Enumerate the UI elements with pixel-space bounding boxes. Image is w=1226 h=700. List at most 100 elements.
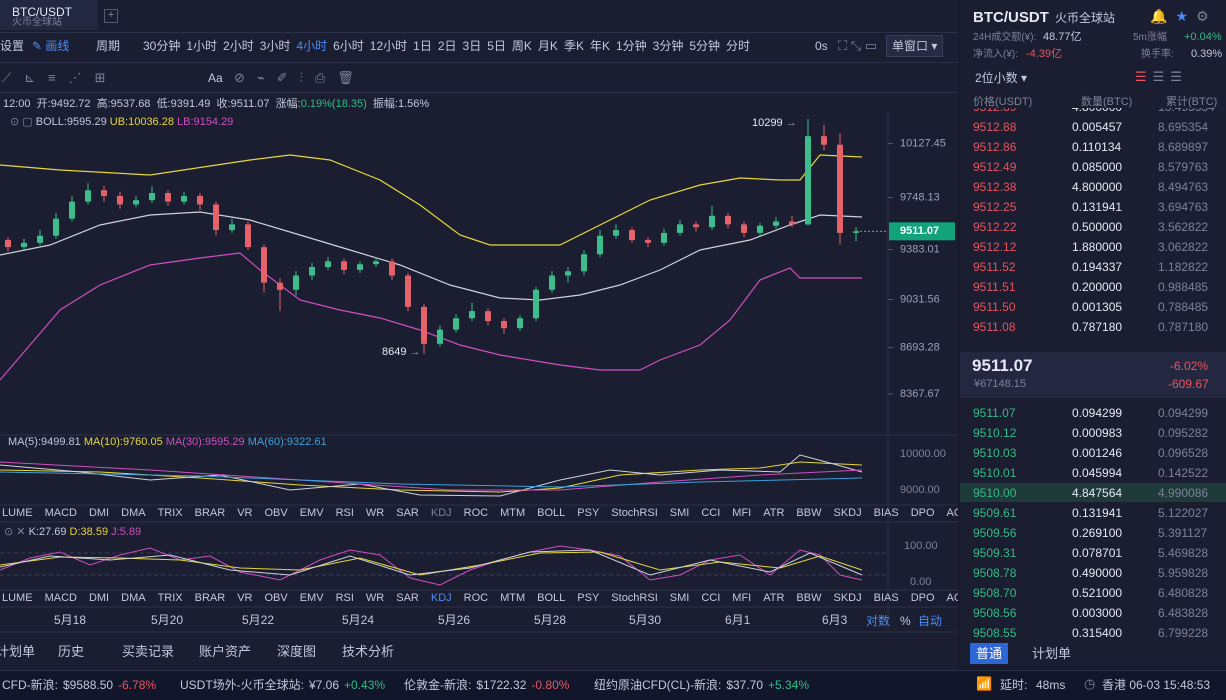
indicator-tab[interactable]: BRAR bbox=[194, 507, 226, 519]
refresh[interactable]: 0s bbox=[815, 39, 828, 53]
window-select[interactable]: 单窗口 ▾ bbox=[886, 35, 944, 57]
indicator-tab[interactable]: MACD bbox=[44, 507, 77, 519]
bottom-tab[interactable]: 账户资产 bbox=[199, 644, 252, 659]
indicator-tab[interactable]: BOLL bbox=[537, 507, 566, 519]
indicator-tab[interactable]: BIAS bbox=[873, 592, 899, 604]
add-tab[interactable]: + bbox=[104, 9, 118, 23]
indicator-tab[interactable]: DMA bbox=[121, 592, 146, 604]
indicator-tab[interactable]: DPO bbox=[910, 592, 935, 604]
indicator-tab[interactable]: MTM bbox=[500, 507, 526, 519]
indicator-tab[interactable]: PSY bbox=[577, 507, 600, 519]
indicator-tab[interactable]: OBV bbox=[264, 592, 288, 604]
period[interactable]: 分时 bbox=[726, 39, 751, 53]
indicator-tab[interactable]: ROC bbox=[463, 507, 489, 519]
bottom-tab[interactable]: 深度图 bbox=[277, 644, 317, 659]
indicator-tab[interactable]: RSI bbox=[335, 592, 354, 604]
indicator-tab[interactable]: ROC bbox=[463, 592, 489, 604]
indicator-tab[interactable]: MTM bbox=[500, 592, 526, 604]
indicator-tab[interactable]: WR bbox=[365, 507, 385, 519]
period[interactable]: 年K bbox=[589, 39, 610, 53]
indicator-tab[interactable]: ATR bbox=[763, 592, 785, 604]
indicator-tab[interactable]: KDJ bbox=[430, 592, 452, 604]
decimals[interactable]: 2位小数 ▾ bbox=[975, 71, 1028, 85]
candle-body bbox=[421, 306, 427, 344]
period[interactable]: 1小时 bbox=[186, 39, 218, 53]
draw[interactable]: ✎ 画线 bbox=[32, 39, 70, 53]
indicator-tab[interactable]: BBW bbox=[796, 507, 822, 519]
axis-pct[interactable]: % bbox=[900, 614, 911, 628]
indicator-tab[interactable]: VR bbox=[237, 507, 253, 519]
period[interactable]: 3日 bbox=[462, 39, 482, 53]
axis-auto[interactable]: 自动 bbox=[918, 614, 943, 628]
indicator-tab[interactable]: MFI bbox=[732, 507, 752, 519]
font-tool[interactable]: Aa bbox=[208, 71, 223, 85]
indicator-tab[interactable]: LUME bbox=[2, 592, 33, 604]
indicator-tab[interactable]: StochRSI bbox=[611, 592, 658, 604]
indicator-tab[interactable]: ATR bbox=[763, 507, 785, 519]
indicator-tab[interactable]: TRIX bbox=[157, 592, 183, 604]
indicator-tab[interactable]: StochRSI bbox=[611, 507, 658, 519]
period[interactable]: 1分钟 bbox=[615, 39, 647, 53]
settings[interactable]: 设置 bbox=[0, 39, 25, 53]
indicator-tab[interactable]: RSI bbox=[335, 507, 354, 519]
period[interactable]: 4小时 bbox=[296, 39, 328, 53]
indicator-tab[interactable]: SMI bbox=[669, 592, 690, 604]
period[interactable]: 月K bbox=[537, 39, 558, 53]
indicator-tab[interactable]: WR bbox=[365, 592, 385, 604]
indicator-tab[interactable]: AO bbox=[946, 592, 958, 604]
indicator-tab[interactable]: BOLL bbox=[537, 592, 566, 604]
indicator-tab[interactable]: BBW bbox=[796, 592, 822, 604]
indicator-tab[interactable]: SAR bbox=[396, 507, 419, 519]
period[interactable]: 6小时 bbox=[333, 39, 364, 53]
tool-icons[interactable]: ⟋⊾≡⋰⊞ bbox=[2, 70, 119, 85]
indicator-tab[interactable]: SMI bbox=[669, 507, 690, 519]
period[interactable]: 5日 bbox=[487, 39, 506, 53]
period[interactable]: 季K bbox=[563, 39, 584, 53]
indicator-tab[interactable]: LUME bbox=[2, 507, 33, 519]
indicator-tab[interactable]: SKDJ bbox=[833, 592, 862, 604]
tool-icons-2[interactable]: ⊘⌁✐⫶⎙🗑 bbox=[234, 70, 366, 85]
indicator-tab[interactable]: CCI bbox=[701, 592, 721, 604]
indicator-tab[interactable]: EMV bbox=[299, 507, 324, 519]
indicator-tab[interactable]: EMV bbox=[299, 592, 324, 604]
indicator-tab[interactable]: DMA bbox=[121, 507, 146, 519]
indicator-tab[interactable]: AO bbox=[946, 507, 958, 519]
indicator-tab[interactable]: CCI bbox=[701, 507, 721, 519]
indicator-tab[interactable]: PSY bbox=[577, 592, 600, 604]
indicator-tab[interactable]: VR bbox=[237, 592, 253, 604]
indicator-tab[interactable]: BRAR bbox=[194, 592, 226, 604]
indicator-tab[interactable]: MFI bbox=[732, 592, 752, 604]
bottom-tab[interactable]: 计划单 bbox=[0, 644, 36, 659]
period[interactable]: 1日 bbox=[413, 39, 432, 53]
bottom-tab[interactable]: 买卖记录 bbox=[122, 644, 175, 659]
tab[interactable] bbox=[0, 0, 98, 30]
view-icons[interactable]: ☰☰☰ bbox=[1135, 69, 1188, 84]
period[interactable]: 3小时 bbox=[259, 39, 291, 53]
indicator-tab[interactable]: BIAS bbox=[873, 507, 899, 519]
period[interactable]: 周K bbox=[511, 39, 532, 53]
tab-normal[interactable]: 普通 bbox=[970, 643, 1009, 664]
bottom-tab[interactable]: 历史 bbox=[58, 644, 85, 659]
indicator-tab[interactable]: DMI bbox=[88, 592, 110, 604]
period[interactable]: 3分钟 bbox=[652, 39, 684, 53]
fullscreen-icons[interactable]: ⛶ ⤡ ▭ bbox=[838, 38, 878, 53]
period[interactable]: 5分钟 bbox=[689, 39, 721, 53]
period[interactable]: 30分钟 bbox=[143, 39, 181, 53]
book-qty: 0.001246 bbox=[1072, 446, 1123, 460]
period[interactable]: 12小时 bbox=[369, 39, 408, 53]
indicator-tab[interactable]: DMI bbox=[88, 507, 110, 519]
period[interactable]: 2小时 bbox=[223, 39, 254, 53]
tab-plan[interactable]: 计划单 bbox=[1032, 646, 1072, 661]
panel-icons[interactable]: 🔔★⚙ bbox=[1150, 8, 1217, 24]
indicator-tab[interactable]: MACD bbox=[44, 592, 77, 604]
indicator-tab[interactable]: SKDJ bbox=[833, 507, 862, 519]
indicator-tab[interactable]: SAR bbox=[396, 592, 419, 604]
period[interactable]: 2日 bbox=[437, 39, 457, 53]
axis-log[interactable]: 对数 bbox=[866, 614, 891, 628]
indicator-tab[interactable]: OBV bbox=[264, 507, 288, 519]
indicator-tab[interactable]: KDJ bbox=[430, 507, 452, 519]
indicator-tab[interactable]: TRIX bbox=[157, 507, 183, 519]
indicator-tab[interactable]: DPO bbox=[910, 507, 935, 519]
bottom-tab[interactable]: 技术分析 bbox=[342, 644, 395, 659]
